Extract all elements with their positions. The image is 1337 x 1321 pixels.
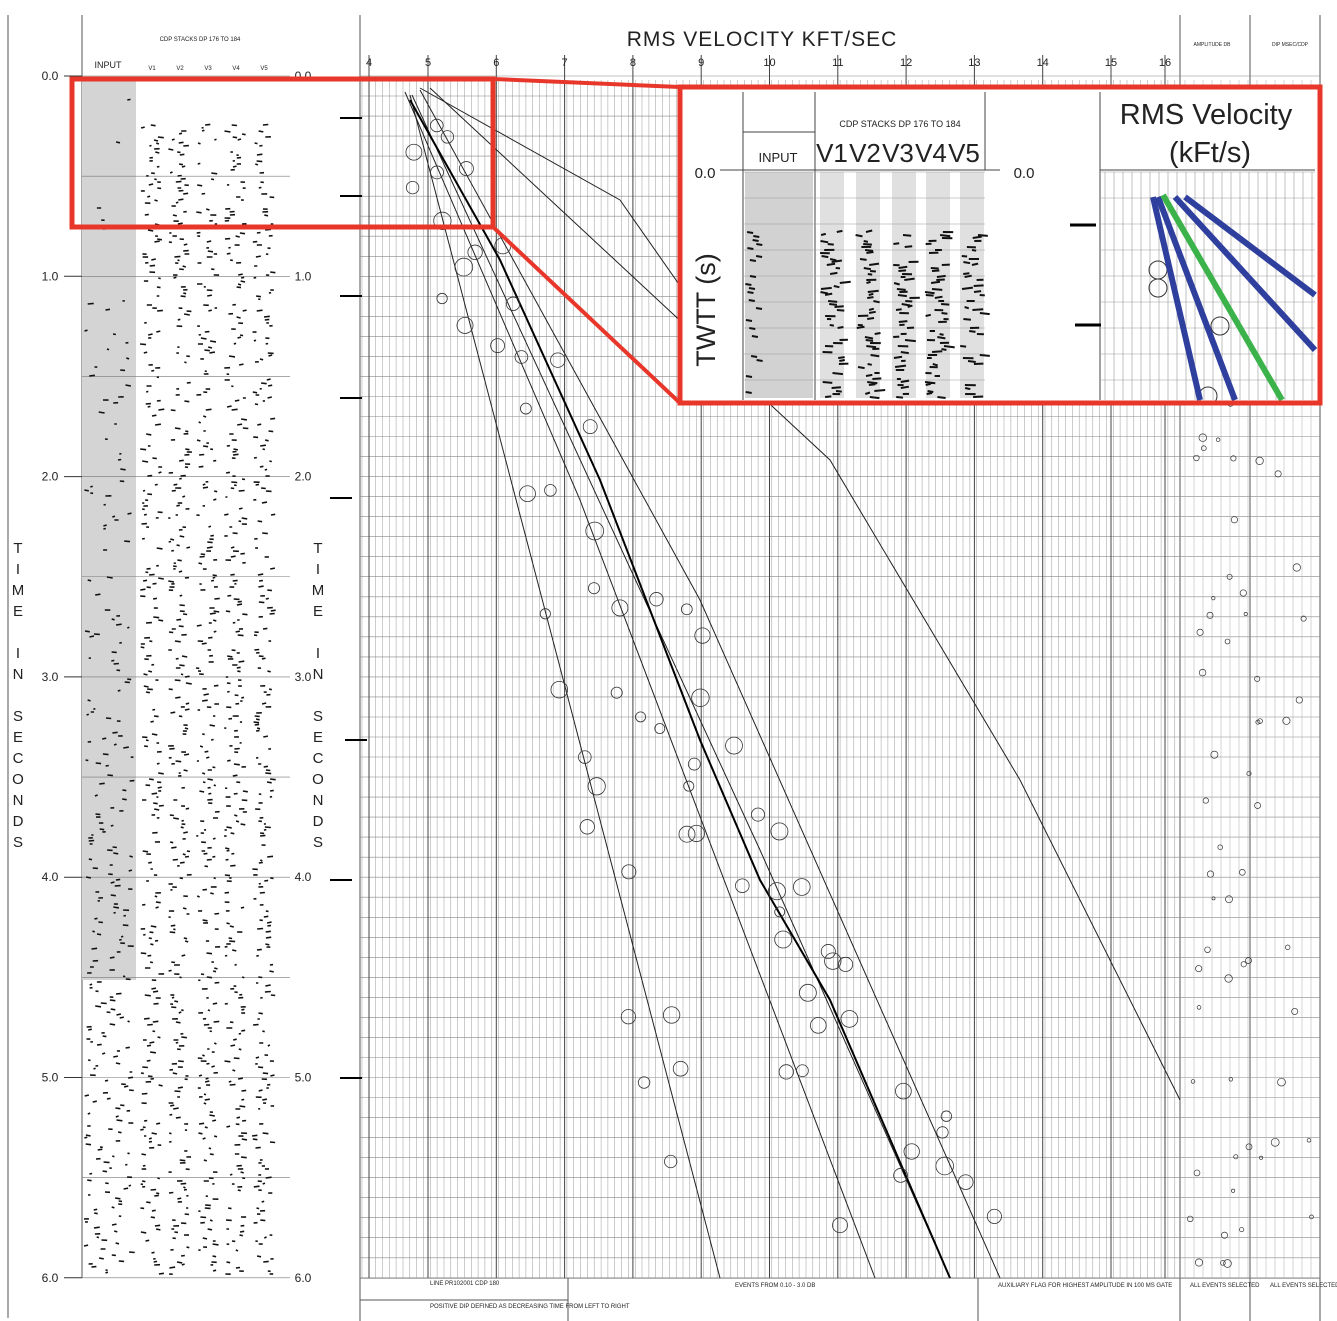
- inset-time: 0.0: [1014, 165, 1035, 182]
- velocity-label: 6: [493, 57, 499, 69]
- velocity-label: 14: [1037, 57, 1049, 69]
- velocity-label: 11: [832, 57, 843, 69]
- time-label: 5.0: [42, 1071, 59, 1085]
- velocity-label: 16: [1159, 57, 1171, 69]
- time-label: 6.0: [42, 1271, 59, 1285]
- footer-selected: ALL EVENTS SELECTED: [1270, 1283, 1337, 1289]
- time-label: 6.0: [295, 1271, 312, 1285]
- time-label: 0.0: [42, 69, 59, 83]
- inset-column-label: V2: [849, 138, 881, 168]
- column-label: V1: [148, 66, 156, 72]
- velocity-label: 12: [900, 57, 912, 69]
- footer-events: EVENTS FROM 0.10 - 3.0 DB: [735, 1283, 815, 1289]
- axis-title: RMS VELOCITY KFT/SEC: [627, 28, 898, 51]
- velocity-label: 13: [968, 57, 980, 69]
- amplitude-label: AMPLITUDE DB: [1194, 42, 1232, 48]
- column-label: V4: [232, 66, 240, 72]
- inset-column-label: V4: [915, 138, 947, 168]
- time-label: 1.0: [42, 269, 59, 283]
- time-label: 5.0: [295, 1071, 312, 1085]
- footer-selected: ALL EVENTS SELECTED: [1190, 1283, 1260, 1289]
- time-label: 2.0: [42, 470, 59, 484]
- velocity-label: 9: [698, 57, 704, 69]
- velocity-label: 10: [763, 57, 775, 69]
- time-label: 2.0: [295, 470, 312, 484]
- column-label: V3: [204, 66, 212, 72]
- time-label: 3.0: [42, 670, 59, 684]
- velocity-label: 5: [425, 57, 431, 69]
- column-label: V2: [176, 66, 184, 72]
- input-label: INPUT: [95, 60, 123, 70]
- inset-input: INPUT: [759, 150, 798, 165]
- time-label: 4.0: [42, 870, 59, 884]
- inset-column-shade: [926, 172, 950, 398]
- time-label: 4.0: [295, 870, 312, 884]
- inset-column-shade: [892, 172, 916, 398]
- dip-label: DIP MSEC/CDP: [1272, 42, 1309, 48]
- inset-stacks: CDP STACKS DP 176 TO 184: [839, 119, 960, 129]
- time-label: 1.0: [295, 269, 312, 283]
- inset-input-shade: [745, 172, 813, 398]
- footer-dip: POSITIVE DIP DEFINED AS DECREASING TIME …: [430, 1304, 630, 1310]
- inset-column-label: V1: [816, 138, 848, 168]
- inset-title: RMS Velocity: [1120, 99, 1293, 131]
- time-axis-title: TIME IN SECONDS: [310, 540, 327, 855]
- inset-column-label: V3: [882, 138, 914, 168]
- inset-time: 0.0: [695, 165, 716, 182]
- velocity-label: 8: [630, 57, 636, 69]
- inset-column-label: V5: [948, 138, 980, 168]
- inset-y-label: TWTT (s): [691, 253, 721, 366]
- footer-flag: AUXILIARY FLAG FOR HIGHEST AMPLITUDE IN …: [998, 1283, 1172, 1289]
- time-axis-title: TIME IN SECONDS: [10, 540, 27, 855]
- input-shade: [82, 80, 136, 980]
- velocity-label: 15: [1105, 57, 1117, 69]
- velocity-label: 7: [562, 57, 568, 69]
- figure: 4 5 6 7 8 9 10 11 12 13 14 15 16 0.0 0.0 1.0 1.0 2.0 2.0 3.…: [0, 0, 1337, 1321]
- inset-unit: (kFt/s): [1169, 137, 1251, 169]
- footer-line: LINE PR102001 CDP 180: [430, 1281, 500, 1287]
- stacks-label: CDP STACKS DP 176 TO 184: [160, 37, 241, 43]
- velocity-label: 4: [366, 57, 372, 69]
- column-label: V5: [260, 66, 268, 72]
